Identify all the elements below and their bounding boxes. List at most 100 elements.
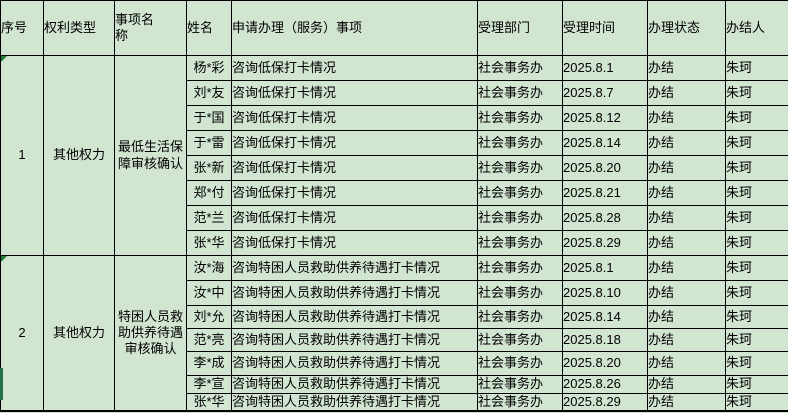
department-cell[interactable]: 社会事务办	[477, 180, 563, 206]
closer-cell[interactable]: 朱珂	[725, 393, 788, 412]
date-cell[interactable]: 2025.8.20	[562, 155, 648, 181]
name-cell[interactable]: 汝*中	[186, 280, 232, 306]
name-cell[interactable]: 张*华	[186, 393, 232, 412]
closer-cell[interactable]: 朱珂	[725, 105, 788, 131]
closer-cell[interactable]: 朱珂	[725, 55, 788, 81]
name-cell[interactable]: 汝*海	[186, 255, 232, 281]
service-cell[interactable]: 咨询低保打卡情况	[231, 80, 478, 106]
closer-cell[interactable]: 朱珂	[725, 305, 788, 329]
name-cell[interactable]: 于*国	[186, 105, 232, 131]
department-cell[interactable]: 社会事务办	[477, 351, 563, 376]
item-name-cell[interactable]: 最低生活保障审核确认	[114, 55, 187, 256]
service-cell[interactable]: 咨询低保打卡情况	[231, 130, 478, 156]
name-cell[interactable]: 李*成	[186, 351, 232, 376]
status-cell[interactable]: 办结	[647, 205, 726, 231]
service-cell[interactable]: 咨询低保打卡情况	[231, 230, 478, 256]
name-cell[interactable]: 郑*付	[186, 180, 232, 206]
closer-cell[interactable]: 朱珂	[725, 375, 788, 394]
department-cell[interactable]: 社会事务办	[477, 328, 563, 352]
col-header-closer[interactable]: 办结人	[725, 0, 788, 56]
department-cell[interactable]: 社会事务办	[477, 130, 563, 156]
status-cell[interactable]: 办结	[647, 393, 726, 412]
service-cell[interactable]: 咨询特困人员救助供养待遇打卡情况	[231, 393, 478, 412]
status-cell[interactable]: 办结	[647, 55, 726, 81]
closer-cell[interactable]: 朱珂	[725, 80, 788, 106]
service-cell[interactable]: 咨询低保打卡情况	[231, 205, 478, 231]
item-name-cell[interactable]: 特困人员救助供养待遇审核确认	[114, 255, 187, 412]
status-cell[interactable]: 办结	[647, 375, 726, 394]
status-cell[interactable]: 办结	[647, 351, 726, 376]
serial-cell[interactable]: 2	[0, 255, 44, 412]
name-cell[interactable]: 张*华	[186, 230, 232, 256]
department-cell[interactable]: 社会事务办	[477, 105, 563, 131]
department-cell[interactable]: 社会事务办	[477, 155, 563, 181]
status-cell[interactable]: 办结	[647, 130, 726, 156]
service-cell[interactable]: 咨询特困人员救助供养待遇打卡情况	[231, 280, 478, 306]
date-cell[interactable]: 2025.8.14	[562, 305, 648, 329]
date-cell[interactable]: 2025.8.18	[562, 328, 648, 352]
service-cell[interactable]: 咨询特困人员救助供养待遇打卡情况	[231, 305, 478, 329]
department-cell[interactable]: 社会事务办	[477, 80, 563, 106]
date-cell[interactable]: 2025.8.20	[562, 351, 648, 376]
closer-cell[interactable]: 朱珂	[725, 230, 788, 256]
date-cell[interactable]: 2025.8.28	[562, 205, 648, 231]
name-cell[interactable]: 杨*彩	[186, 55, 232, 81]
col-header-right-type[interactable]: 权利类型	[43, 0, 115, 56]
service-cell[interactable]: 咨询特困人员救助供养待遇打卡情况	[231, 255, 478, 281]
closer-cell[interactable]: 朱珂	[725, 328, 788, 352]
department-cell[interactable]: 社会事务办	[477, 375, 563, 394]
status-cell[interactable]: 办结	[647, 305, 726, 329]
department-cell[interactable]: 社会事务办	[477, 280, 563, 306]
department-cell[interactable]: 社会事务办	[477, 255, 563, 281]
department-cell[interactable]: 社会事务办	[477, 230, 563, 256]
serial-cell[interactable]: 1	[0, 55, 44, 256]
closer-cell[interactable]: 朱珂	[725, 351, 788, 376]
name-cell[interactable]: 范*兰	[186, 205, 232, 231]
col-header-service[interactable]: 申请办理（服务）事项	[231, 0, 478, 56]
service-cell[interactable]: 咨询低保打卡情况	[231, 105, 478, 131]
col-header-item-name[interactable]: 事项名称	[114, 0, 187, 56]
closer-cell[interactable]: 朱珂	[725, 155, 788, 181]
date-cell[interactable]: 2025.8.29	[562, 230, 648, 256]
status-cell[interactable]: 办结	[647, 180, 726, 206]
name-cell[interactable]: 张*新	[186, 155, 232, 181]
name-cell[interactable]: 于*雷	[186, 130, 232, 156]
col-header-department[interactable]: 受理部门	[477, 0, 563, 56]
date-cell[interactable]: 2025.8.21	[562, 180, 648, 206]
right-type-cell[interactable]: 其他权力	[43, 255, 115, 412]
status-cell[interactable]: 办结	[647, 230, 726, 256]
closer-cell[interactable]: 朱珂	[725, 205, 788, 231]
date-cell[interactable]: 2025.8.12	[562, 105, 648, 131]
closer-cell[interactable]: 朱珂	[725, 180, 788, 206]
name-cell[interactable]: 范*亮	[186, 328, 232, 352]
service-cell[interactable]: 咨询低保打卡情况	[231, 155, 478, 181]
service-cell[interactable]: 咨询特困人员救助供养待遇打卡情况	[231, 375, 478, 394]
date-cell[interactable]: 2025.8.14	[562, 130, 648, 156]
service-cell[interactable]: 咨询特困人员救助供养待遇打卡情况	[231, 328, 478, 352]
status-cell[interactable]: 办结	[647, 105, 726, 131]
closer-cell[interactable]: 朱珂	[725, 255, 788, 281]
col-header-date[interactable]: 受理时间	[562, 0, 648, 56]
col-header-serial[interactable]: 序号	[0, 0, 44, 56]
service-cell[interactable]: 咨询低保打卡情况	[231, 180, 478, 206]
date-cell[interactable]: 2025.8.10	[562, 280, 648, 306]
date-cell[interactable]: 2025.8.1	[562, 55, 648, 81]
name-cell[interactable]: 李*宣	[186, 375, 232, 394]
date-cell[interactable]: 2025.8.29	[562, 393, 648, 412]
status-cell[interactable]: 办结	[647, 280, 726, 306]
status-cell[interactable]: 办结	[647, 80, 726, 106]
closer-cell[interactable]: 朱珂	[725, 130, 788, 156]
date-cell[interactable]: 2025.8.7	[562, 80, 648, 106]
name-cell[interactable]: 刘*友	[186, 80, 232, 106]
department-cell[interactable]: 社会事务办	[477, 205, 563, 231]
status-cell[interactable]: 办结	[647, 255, 726, 281]
col-header-name[interactable]: 姓名	[186, 0, 232, 56]
status-cell[interactable]: 办结	[647, 328, 726, 352]
status-cell[interactable]: 办结	[647, 155, 726, 181]
right-type-cell[interactable]: 其他权力	[43, 55, 115, 256]
closer-cell[interactable]: 朱珂	[725, 280, 788, 306]
department-cell[interactable]: 社会事务办	[477, 55, 563, 81]
service-cell[interactable]: 咨询低保打卡情况	[231, 55, 478, 81]
name-cell[interactable]: 刘*允	[186, 305, 232, 329]
service-cell[interactable]: 咨询特困人员救助供养待遇打卡情况	[231, 351, 478, 376]
